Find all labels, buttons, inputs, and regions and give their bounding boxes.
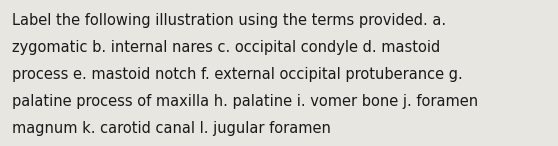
- Text: process e. mastoid notch f. external occipital protuberance g.: process e. mastoid notch f. external occ…: [12, 67, 463, 82]
- Text: zygomatic b. internal nares c. occipital condyle d. mastoid: zygomatic b. internal nares c. occipital…: [12, 40, 440, 55]
- Text: palatine process of maxilla h. palatine i. vomer bone j. foramen: palatine process of maxilla h. palatine …: [12, 94, 478, 109]
- Text: Label the following illustration using the terms provided. a.: Label the following illustration using t…: [12, 13, 446, 28]
- Text: magnum k. carotid canal l. jugular foramen: magnum k. carotid canal l. jugular foram…: [12, 121, 331, 136]
